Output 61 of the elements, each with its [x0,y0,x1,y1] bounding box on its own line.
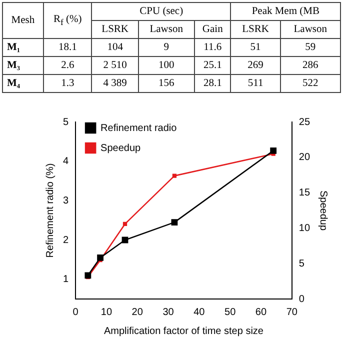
text: 25.1 [194,56,231,74]
text: Mesh [2,2,44,38]
text: 1.3 [43,74,92,92]
text: CPU (sec) [92,2,231,20]
point [84,272,92,279]
text: M₄ [2,74,44,92]
text: 511 [230,74,280,92]
x-tick-label: 40 [194,306,206,318]
text: 156 [138,74,194,92]
text: M₁ [2,38,44,56]
point [270,148,277,154]
x-axis-title: Amplification factor of time step size [104,326,264,337]
x-tick-label: 0 [72,306,79,318]
x-tick-label: 20 [132,306,144,318]
text: Lawson [138,20,194,38]
x-tick-label: 10 [100,306,112,318]
y2-tick-label: 0 [298,294,305,305]
x-tick-label: 70 [286,306,298,318]
text: 104 [92,38,138,56]
text: LSRK [92,20,138,38]
y-tick-label: 4 [63,156,69,168]
text: 522 [280,74,340,92]
y-axis-title: Refinement radio (%) [44,163,56,258]
text: 286 [280,56,340,74]
y-tick-label: 2 [63,234,69,246]
x-tick-label: 50 [224,306,236,318]
y2-axis-title: Speedup [317,190,328,231]
text: Lawson [280,20,340,38]
legend-label: Speedup [100,142,142,154]
text: 11.6 [194,38,231,56]
point [172,174,177,178]
text: 4 389 [92,74,138,92]
text: 18.1 [43,38,92,56]
x-tick-label: 60 [255,306,267,318]
y-tick-label: 3 [63,195,69,206]
text: 59 [280,38,340,56]
y2-tick-label: 10 [298,222,310,234]
y2-tick-label: 25 [298,116,310,128]
text: 269 [230,56,280,74]
text: M₃ [2,56,44,74]
text: LSRK [230,20,280,38]
y2-tick-label: 5 [298,258,305,270]
y-tick-label: 1 [63,274,69,286]
y-tick-label: 5 [63,116,69,128]
y2-tick-label: 15 [298,188,310,199]
text: R$_{f}$ (%) [43,2,92,38]
text: 100 [138,56,194,74]
text: Peak Mem (MB [230,2,340,20]
text: 28.1 [194,74,231,92]
text: 2.6 [43,56,92,74]
point [171,219,178,226]
text: 2 510 [92,56,138,74]
point [122,236,128,244]
text: 9 [138,38,194,56]
legend-label: Refinement radio [100,122,178,134]
text: Gain [194,20,231,38]
point [97,254,104,261]
x-tick-label: 30 [162,306,174,318]
point [122,222,128,226]
y2-tick-label: 20 [298,152,310,164]
text: 51 [230,38,280,56]
